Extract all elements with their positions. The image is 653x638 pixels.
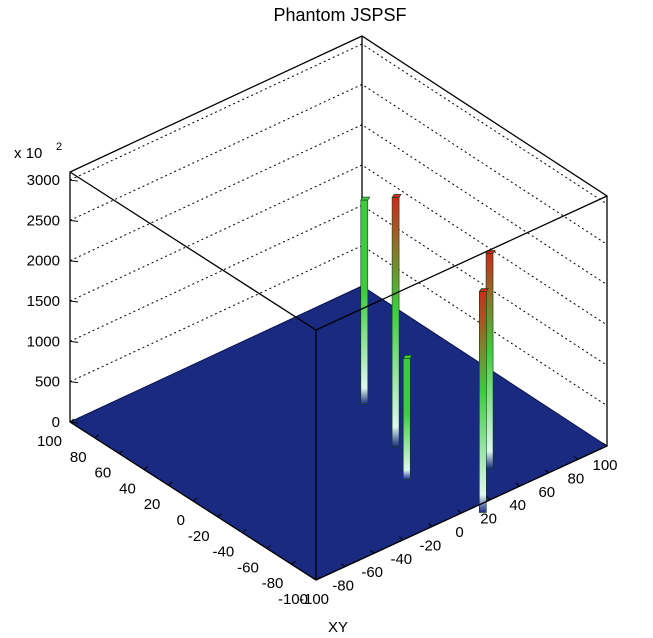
- z-tick: [69, 300, 79, 303]
- z-tick-label: 1500: [27, 293, 60, 310]
- y-tick: [486, 496, 491, 501]
- x-tick: [266, 545, 272, 549]
- x-tick: [168, 481, 173, 486]
- x-tick-label: -80: [262, 575, 284, 592]
- peaks-group: [360, 194, 496, 513]
- y-tick-label: -80: [332, 578, 354, 595]
- back-wall-right: [362, 36, 607, 446]
- chart-title: Phantom JSPSF: [273, 5, 406, 25]
- y-tick: [544, 469, 550, 474]
- y-tick-label: -60: [361, 564, 383, 581]
- y-axis-label: XY: [328, 619, 348, 636]
- y-tick: [428, 523, 433, 527]
- peak-bar: [391, 197, 400, 448]
- peak-bar: [478, 291, 487, 513]
- y-tick-label: 40: [509, 497, 526, 514]
- x-tick: [192, 497, 198, 502]
- x-tick: [291, 560, 296, 565]
- z-tick: [69, 340, 79, 343]
- x-tick: [315, 576, 321, 581]
- x-tick-label: 60: [95, 465, 112, 482]
- x-tick-label: -100: [278, 591, 308, 608]
- y-tick: [573, 455, 579, 460]
- peak-cap: [402, 355, 413, 359]
- y-tick-label: -40: [390, 551, 412, 568]
- z-tick-label: 1000: [27, 333, 60, 350]
- x-tick: [94, 434, 99, 439]
- z-tick-label: 0: [52, 414, 60, 431]
- y-tick-label: -20: [420, 537, 442, 554]
- y-tick-label: 60: [538, 484, 555, 501]
- z-tick: [69, 179, 79, 182]
- x-tick-label: 0: [177, 512, 185, 529]
- y-tick-label: 0: [455, 524, 463, 541]
- peak-cap: [360, 196, 371, 201]
- axis-ticks: 050010001500200025003000100806040200-20-…: [27, 172, 618, 608]
- y-tick: [602, 442, 608, 447]
- y-tick: [515, 482, 521, 487]
- y-tick: [457, 509, 462, 514]
- peak-cap: [391, 194, 402, 198]
- y-tick-label: 80: [568, 470, 585, 487]
- x-tick: [69, 418, 75, 423]
- z-tick-label: 500: [35, 374, 60, 391]
- back-wall-left: [70, 36, 362, 422]
- peak-bar: [402, 358, 411, 481]
- y-tick: [340, 563, 346, 567]
- z-tick-label: 2500: [27, 212, 60, 229]
- x-tick: [143, 465, 149, 470]
- x-tick-label: 40: [119, 480, 136, 497]
- z-tick: [69, 421, 79, 424]
- peak-bar: [360, 199, 369, 405]
- x-tick-label: 20: [144, 496, 161, 513]
- x-tick-label: -20: [188, 528, 210, 545]
- y-tick-label: 20: [480, 511, 497, 528]
- z-tick: [69, 381, 79, 384]
- z-multiplier: x 10: [14, 145, 42, 162]
- frame-top: [69, 35, 608, 446]
- x-tick-label: 100: [37, 433, 62, 450]
- y-tick: [369, 549, 375, 554]
- x-tick-label: 80: [70, 449, 87, 466]
- peak-cap: [478, 288, 489, 292]
- x-tick: [241, 529, 247, 533]
- z-tick-label: 3000: [27, 172, 60, 189]
- y-tick: [311, 576, 317, 581]
- y-tick-label: 100: [592, 457, 617, 474]
- y-tick: [398, 536, 404, 541]
- x-tick-label: -40: [213, 544, 235, 561]
- z-multiplier-exponent: 2: [56, 141, 62, 153]
- z-tick-label: 2000: [27, 253, 60, 270]
- z-tick: [69, 219, 79, 222]
- y-tick-label: -100: [299, 591, 329, 608]
- x-tick-label: -60: [237, 559, 259, 576]
- z-tick: [69, 260, 79, 263]
- peak-bar: [485, 253, 494, 470]
- x-tick: [217, 513, 222, 518]
- x-tick: [118, 450, 124, 455]
